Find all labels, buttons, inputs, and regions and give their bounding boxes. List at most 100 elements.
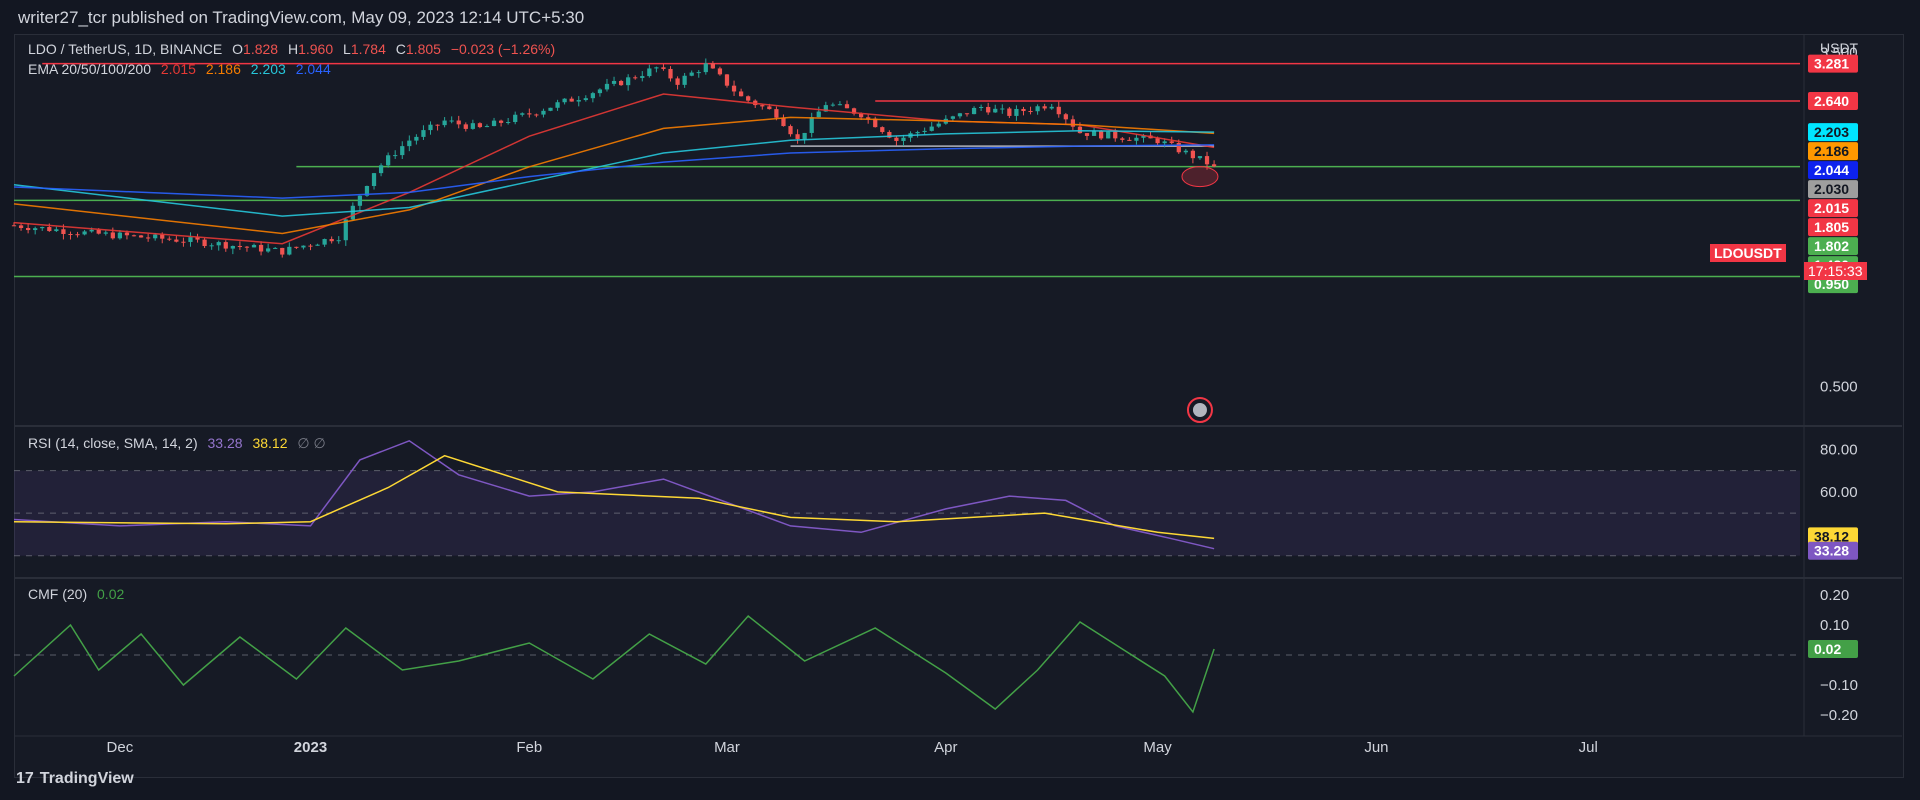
candle-body (597, 89, 603, 94)
candle-body (724, 74, 730, 86)
candle-body (823, 105, 828, 112)
price-badge-label: 3.281 (1814, 56, 1849, 72)
price-badge-label: 2.640 (1814, 93, 1849, 109)
candle-body (393, 155, 398, 157)
rsi-line (13, 439, 1215, 550)
candle-body (463, 124, 468, 129)
cmf-legend: CMF (20) 0.02 (28, 586, 130, 602)
candle-body (809, 117, 814, 133)
candle-body (971, 107, 977, 115)
candle-body (477, 123, 483, 128)
tradingview-logo-icon: 17 (16, 770, 34, 787)
candle-body (746, 96, 751, 101)
price-badge-label: 2.203 (1814, 124, 1849, 140)
candle-body (1000, 108, 1005, 110)
candle-body (167, 238, 172, 240)
candle-body (1077, 126, 1083, 134)
open-label: O (232, 41, 244, 57)
candle-body (816, 111, 821, 118)
tradingview-logo[interactable]: 17 TradingView (16, 770, 134, 788)
candle-body (668, 68, 673, 79)
candle-body (407, 140, 412, 147)
candle-body (844, 104, 850, 109)
candle-body (689, 72, 694, 76)
candle-body (223, 242, 228, 249)
rsi-badge (1808, 527, 1858, 546)
rsi-extra: ∅ ∅ (297, 435, 326, 451)
open-value: 1.828 (243, 41, 279, 57)
candle-body (470, 123, 475, 129)
rsi-label[interactable]: RSI (14, close, SMA, 14, 2) (28, 435, 198, 451)
cmf-value: 0.02 (97, 586, 125, 602)
cmf-label[interactable]: CMF (20) (28, 586, 88, 602)
candle-body (541, 110, 546, 115)
candle-body (287, 246, 292, 255)
rsi-sma-value: 38.12 (252, 435, 288, 451)
ema-label[interactable]: EMA 20/50/100/200 (28, 61, 151, 77)
candle-body (1211, 164, 1217, 167)
event-flag-icon[interactable] (1186, 397, 1213, 423)
candle-body (414, 136, 419, 141)
price-badge-label: 1.805 (1814, 219, 1849, 235)
symbol-name[interactable]: LDO / TetherUS, 1D, BINANCE (28, 41, 223, 57)
candle-body (82, 231, 87, 235)
candle-body (993, 108, 998, 113)
candle-body (75, 234, 80, 236)
candle-body (350, 205, 355, 220)
candle-body (950, 116, 956, 119)
cmf-tick-label: −0.20 (1820, 707, 1858, 724)
candle-body (915, 132, 920, 134)
candle-body (837, 104, 843, 106)
rsi-tick-label: 60.00 (1820, 484, 1858, 501)
candle-body (1190, 150, 1196, 159)
candle-body (1056, 106, 1061, 115)
cmf-badge-label: 0.02 (1814, 641, 1841, 657)
candle-body (1141, 135, 1146, 138)
candle-body (146, 237, 151, 239)
candle-body (640, 76, 645, 78)
candle-body (315, 244, 320, 246)
time-tick-label: Jul (1579, 739, 1598, 756)
price-badge-label: 2.186 (1814, 143, 1849, 159)
candle-body (428, 124, 433, 131)
candle-body (830, 104, 835, 106)
candle-body (47, 227, 52, 232)
time-tick-label: 2023 (294, 739, 327, 756)
highlight-circle (1181, 166, 1219, 188)
candle-body (866, 117, 871, 119)
time-tick-label: Dec (107, 739, 134, 756)
time-tick-label: Apr (934, 739, 957, 756)
candle-body (1134, 137, 1139, 141)
candle-body (329, 239, 334, 242)
candle-body (731, 85, 737, 92)
candle-body (703, 63, 708, 73)
candle-body (696, 72, 701, 74)
candle-body (710, 63, 715, 69)
candle-body (795, 134, 800, 139)
candle-body (717, 68, 723, 75)
candle-body (675, 78, 680, 85)
candle-body (929, 126, 934, 131)
candle-body (251, 244, 257, 248)
candle-body (1162, 141, 1167, 144)
candle-body (760, 105, 765, 107)
time-tick-label: Jun (1364, 739, 1388, 756)
candle-body (979, 106, 984, 108)
symbol-legend: LDO / TetherUS, 1D, BINANCE O1.828 H1.96… (28, 41, 561, 57)
candle-body (506, 122, 511, 124)
candle-body (421, 130, 426, 137)
publish-header: writer27_tcr published on TradingView.co… (0, 0, 1920, 34)
chart-frame (14, 34, 1904, 778)
candle-body (1042, 106, 1047, 109)
candle-body (548, 107, 553, 111)
cmf-tick-label: 0.10 (1820, 617, 1849, 634)
tradingview-logo-text: TradingView (39, 770, 134, 787)
candle-body (181, 241, 186, 243)
ema50-value: 2.186 (205, 61, 241, 77)
ema-line-ema20 (13, 93, 1215, 245)
cmf-tick-label: −0.10 (1820, 677, 1858, 694)
high-label: H (287, 41, 299, 57)
candle-body (788, 126, 793, 135)
candle-body (400, 146, 405, 156)
